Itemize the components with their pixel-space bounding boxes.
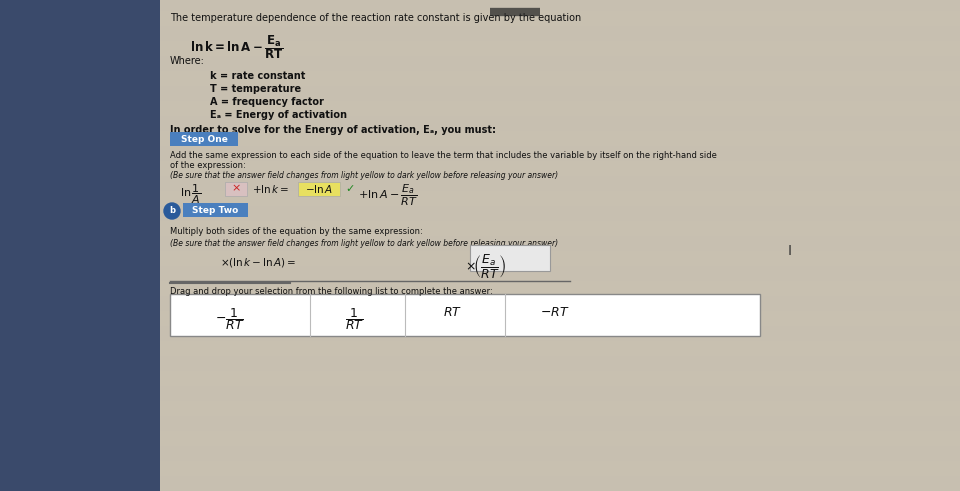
Text: $+\ln k =$: $+\ln k =$ [252,183,290,195]
Text: k = rate constant: k = rate constant [210,71,305,81]
Bar [170,132,238,146]
Bar [160,446,960,461]
Bar [160,326,960,341]
Text: Drag and drop your selection from the following list to complete the answer:: Drag and drop your selection from the fo… [170,287,492,296]
Text: $\times \!\left(\dfrac{E_a}{RT}\right)$: $\times \!\left(\dfrac{E_a}{RT}\right)$ [465,253,506,281]
Circle shape [164,203,180,219]
Text: I: I [788,244,792,258]
Text: A = frequency factor: A = frequency factor [210,97,324,107]
Bar [160,236,960,251]
Bar [298,182,340,196]
Text: $RT$: $RT$ [444,306,463,319]
Text: b: b [169,206,175,215]
Text: $\times (\ln k - \ln A) =$: $\times (\ln k - \ln A) =$ [220,256,297,269]
Bar [160,416,960,431]
Text: $-\ln A$: $-\ln A$ [305,183,333,195]
Text: $+\ln A - \dfrac{E_a}{RT}$: $+\ln A - \dfrac{E_a}{RT}$ [358,183,418,208]
Text: Where:: Where: [170,56,204,66]
Text: Eₐ = Energy of activation: Eₐ = Energy of activation [210,110,347,120]
Text: In order to solve for the Energy of activation, Eₐ, you must:: In order to solve for the Energy of acti… [170,125,496,135]
Bar [160,56,960,71]
Text: $\mathbf{ln\,k = ln\,A - \dfrac{E_a}{RT}}$: $\mathbf{ln\,k = ln\,A - \dfrac{E_a}{RT}… [190,33,283,61]
Bar [160,116,960,131]
Bar [470,245,550,271]
Text: $-RT$: $-RT$ [540,306,570,319]
Bar [160,266,960,281]
Bar [0,0,160,491]
Bar [170,294,760,336]
Bar [160,0,960,11]
Bar [160,296,960,311]
Bar [160,176,960,191]
Bar [225,182,247,196]
Bar [160,386,960,401]
Bar [160,356,960,371]
Text: (Be sure that the answer field changes from light yellow to dark yellow before r: (Be sure that the answer field changes f… [170,171,558,180]
Text: $\times$: $\times$ [231,183,241,193]
Text: of the expression:: of the expression: [170,161,246,170]
Text: Step One: Step One [180,135,228,144]
Bar [183,203,248,217]
Text: $\checkmark$: $\checkmark$ [345,183,354,193]
Text: Add the same expression to each side of the equation to leave the term that incl: Add the same expression to each side of … [170,151,717,160]
Text: $\ln \dfrac{1}{A}$: $\ln \dfrac{1}{A}$ [180,183,202,207]
Text: $\dfrac{1}{RT}$: $\dfrac{1}{RT}$ [346,306,365,332]
Text: Step Two: Step Two [192,206,238,215]
Text: Multiply both sides of the equation by the same expression:: Multiply both sides of the equation by t… [170,227,422,236]
Text: (Be sure that the answer field changes from light yellow to dark yellow before r: (Be sure that the answer field changes f… [170,239,558,248]
Bar [160,146,960,161]
Text: T = temperature: T = temperature [210,84,301,94]
Bar [160,476,960,491]
Bar [160,206,960,221]
Bar [160,26,960,41]
Bar [160,86,960,101]
Text: $-\dfrac{1}{RT}$: $-\dfrac{1}{RT}$ [215,306,245,332]
Text: The temperature dependence of the reaction rate constant is given by the equatio: The temperature dependence of the reacti… [170,13,581,23]
